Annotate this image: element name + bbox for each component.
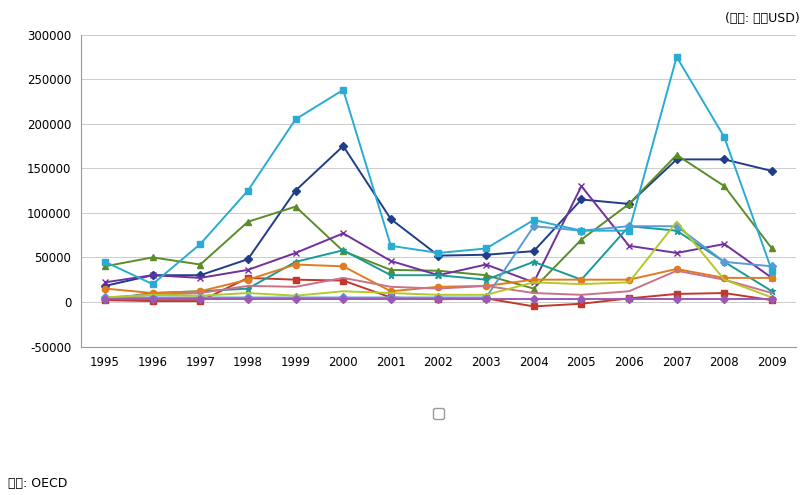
Legend:  — [432, 408, 444, 419]
Text: (단위: 백만USD): (단위: 백만USD) — [724, 12, 799, 25]
Text: 자료: OECD: 자료: OECD — [8, 477, 67, 490]
